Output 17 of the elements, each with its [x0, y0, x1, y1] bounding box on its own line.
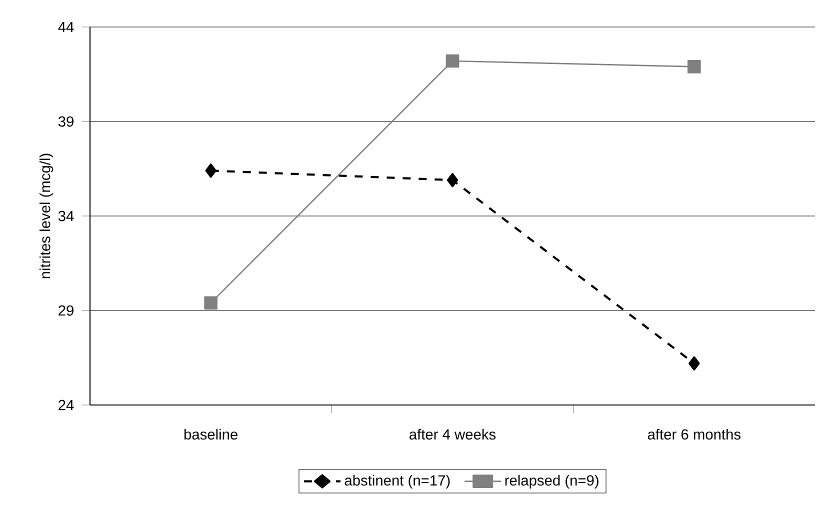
- legend-label: relapsed (n=9): [505, 474, 598, 489]
- y-tick-label: 39: [58, 116, 74, 127]
- point: [446, 173, 458, 188]
- y-tick-label: 29: [58, 305, 74, 316]
- point: [688, 60, 701, 74]
- legend-label: abstinent (n=17): [344, 474, 450, 489]
- y-tick-label: 34: [58, 210, 74, 222]
- point: [446, 54, 460, 68]
- x-tick-label: baseline: [184, 428, 238, 440]
- x-tick-label: after 4 weeks: [410, 428, 496, 440]
- y-tick-label: 24: [58, 400, 74, 410]
- y-axis-title: nitrites level (mcg/l): [39, 154, 54, 278]
- point: [688, 356, 700, 370]
- y-tick-label: 44: [58, 22, 74, 32]
- point: [205, 164, 216, 178]
- x-tick-label: after 6 months: [648, 428, 740, 440]
- point: [204, 296, 218, 310]
